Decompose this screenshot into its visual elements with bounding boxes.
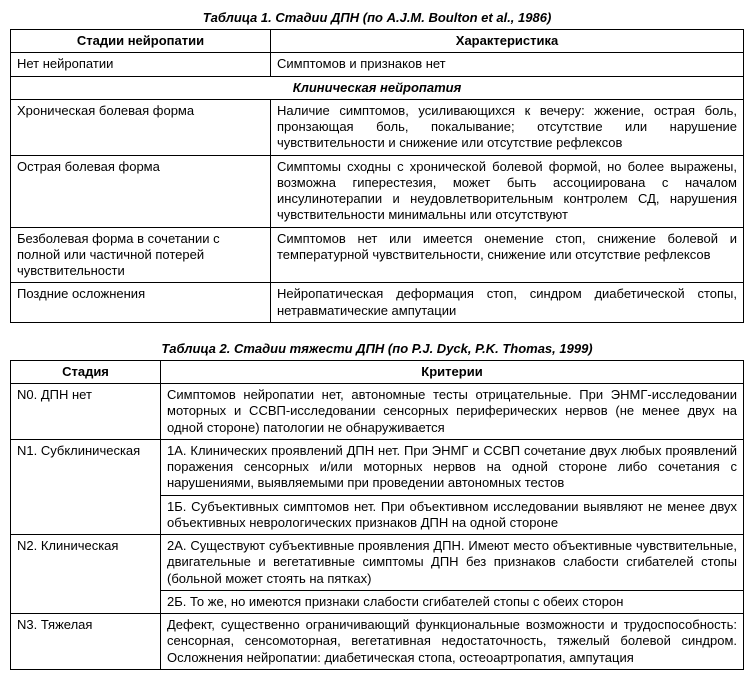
table-row: Острая болевая форма Симптомы сходны с х…: [11, 155, 744, 227]
cell-desc: Наличие симптомов, усиливающихся к вечер…: [271, 99, 744, 155]
cell-desc: 1Б. Субъективных симптомов нет. При объе…: [161, 495, 744, 535]
cell-desc: 1А. Клинических проявлений ДПН нет. При …: [161, 439, 744, 495]
cell-stage: N0. ДПН нет: [11, 384, 161, 440]
table1: Стадии нейропатии Характеристика Нет ней…: [10, 29, 744, 323]
cell-stage: Хроническая болевая форма: [11, 99, 271, 155]
cell-stage: N2. Клиническая: [11, 535, 161, 614]
cell-desc: Симптомов и признаков нет: [271, 53, 744, 76]
cell-desc: Нейропатическая деформация стоп, синдром…: [271, 283, 744, 323]
table1-section: Клиническая нейропатия: [11, 76, 744, 99]
table-row: Хроническая болевая форма Наличие симпто…: [11, 99, 744, 155]
table2-header-col1: Критерии: [161, 360, 744, 383]
cell-desc: Дефект, существенно ограничивающий функц…: [161, 614, 744, 670]
cell-stage: N1. Субклиническая: [11, 439, 161, 534]
table-row: N0. ДПН нет Симптомов нейропатии нет, ав…: [11, 384, 744, 440]
table-row: Поздние осложнения Нейропатическая дефор…: [11, 283, 744, 323]
cell-stage: Поздние осложнения: [11, 283, 271, 323]
table-row: Нет нейропатии Симптомов и признаков нет: [11, 53, 744, 76]
page: Таблица 1. Стадии ДПН (по A.J.M. Boulton…: [0, 0, 754, 680]
cell-desc: 2Б. То же, но имеются признаки слабости …: [161, 590, 744, 613]
cell-stage: N3. Тяжелая: [11, 614, 161, 670]
table1-section-row: Клиническая нейропатия: [11, 76, 744, 99]
table1-header-col0: Стадии нейропатии: [11, 30, 271, 53]
table-row: Безболевая форма в сочетании с полной ил…: [11, 227, 744, 283]
table-row: N3. Тяжелая Дефект, существенно ограничи…: [11, 614, 744, 670]
cell-desc: Симптомов нейропатии нет, автономные тес…: [161, 384, 744, 440]
table-row: N2. Клиническая 2А. Существуют субъектив…: [11, 535, 744, 591]
table2: Стадия Критерии N0. ДПН нет Симптомов не…: [10, 360, 744, 670]
cell-desc: Симптомы сходны с хронической болевой фо…: [271, 155, 744, 227]
table1-caption: Таблица 1. Стадии ДПН (по A.J.M. Boulton…: [10, 10, 744, 25]
table2-header-col0: Стадия: [11, 360, 161, 383]
cell-desc: Симптомов нет или имеется онемение стоп,…: [271, 227, 744, 283]
cell-stage: Нет нейропатии: [11, 53, 271, 76]
table1-header-col1: Характеристика: [271, 30, 744, 53]
table-row: N1. Субклиническая 1А. Клинических прояв…: [11, 439, 744, 495]
table1-header-row: Стадии нейропатии Характеристика: [11, 30, 744, 53]
cell-stage: Острая болевая форма: [11, 155, 271, 227]
cell-desc: 2А. Существуют субъективные проявления Д…: [161, 535, 744, 591]
table2-header-row: Стадия Критерии: [11, 360, 744, 383]
table2-caption: Таблица 2. Стадии тяжести ДПН (по P.J. D…: [10, 341, 744, 356]
cell-stage: Безболевая форма в сочетании с полной ил…: [11, 227, 271, 283]
